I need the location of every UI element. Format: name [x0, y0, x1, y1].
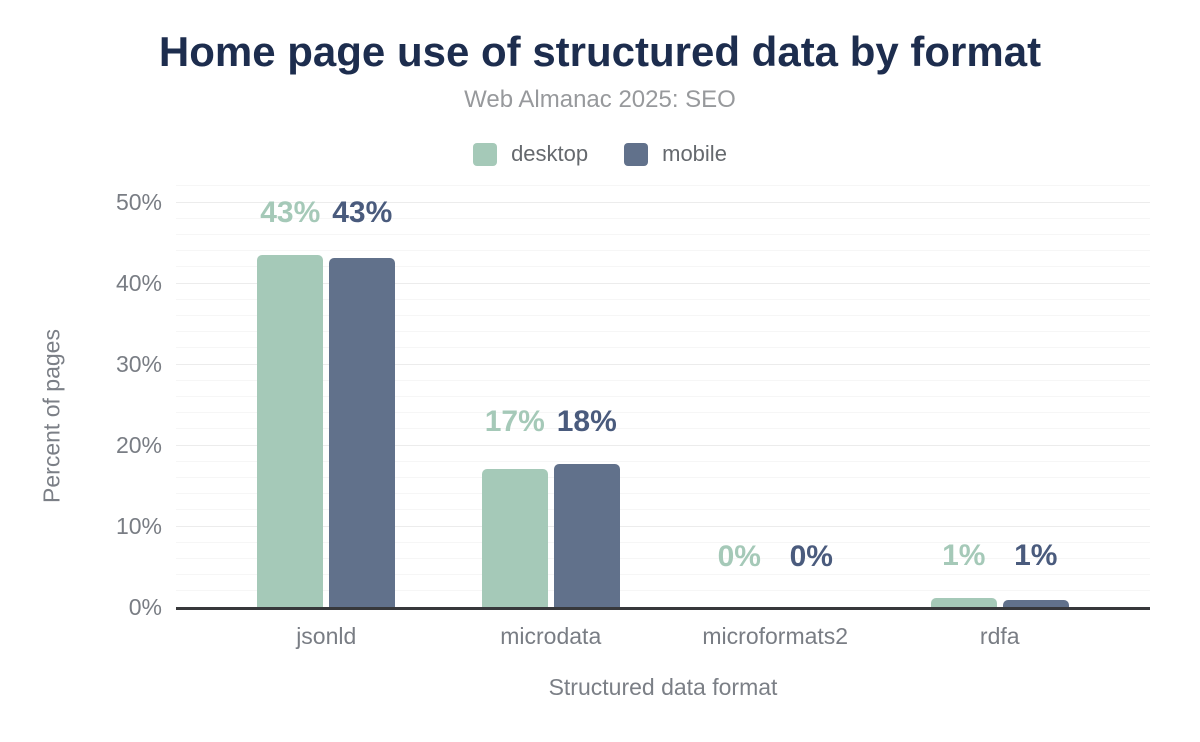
value-label-jsonld-mobile: 43%	[332, 195, 393, 229]
legend: desktop mobile	[0, 141, 1200, 167]
value-label-microdata-mobile: 18%	[556, 404, 617, 438]
gridline	[176, 525, 1150, 527]
bar-pair-rdfa	[930, 186, 1069, 607]
gridline	[176, 331, 1150, 333]
y-tick-label: 0%	[128, 594, 162, 620]
bar-microdata-mobile	[553, 463, 620, 607]
gridline	[176, 298, 1150, 300]
chart-title: Home page use of structured data by form…	[158, 28, 1042, 75]
category-band-jsonld: 43% 43% jsonld	[214, 186, 439, 649]
legend-swatch-mobile-icon	[624, 142, 649, 166]
y-tick-label: 10%	[115, 513, 162, 539]
gridline	[176, 412, 1150, 414]
category-band-microformats2: 0% 0% microformats2	[663, 186, 888, 650]
y-tick-label: 30%	[115, 351, 162, 377]
value-label-rdfa-desktop: 1%	[942, 539, 986, 573]
bar-rdfa-desktop	[930, 598, 997, 607]
x-tick-label-rdfa: rdfa	[979, 623, 1020, 649]
gridline	[176, 509, 1150, 511]
category-band-rdfa: 1% 1% rdfa	[888, 186, 1113, 649]
value-label-jsonld-desktop: 43%	[260, 195, 321, 229]
x-axis-line	[176, 607, 1150, 610]
gridline	[176, 460, 1150, 462]
gridline	[176, 314, 1150, 316]
gridline	[176, 363, 1150, 365]
legend-swatch-desktop-icon	[473, 142, 498, 166]
value-labels-jsonld: 43% 43%	[257, 195, 395, 229]
value-label-microformats2-mobile: 0%	[789, 540, 833, 573]
value-label-microdata-desktop: 17%	[484, 404, 545, 438]
gridline	[176, 557, 1150, 559]
x-tick-label-microdata: microdata	[500, 623, 602, 649]
legend-label-mobile: mobile	[662, 141, 727, 166]
bar-rdfa-mobile	[1002, 599, 1069, 607]
gridline	[176, 476, 1150, 478]
gridline	[176, 428, 1150, 430]
gridline	[176, 493, 1150, 495]
bar-pair-jsonld	[257, 186, 396, 607]
gridline	[176, 217, 1150, 219]
chart-subtitle: Web Almanac 2025: SEO	[464, 86, 736, 113]
gridline	[176, 379, 1150, 381]
value-label-rdfa-mobile: 1%	[1014, 539, 1058, 573]
category-band-microdata: 17% 18% microdata	[439, 186, 664, 649]
value-labels-microformats2: 0% 0%	[706, 541, 844, 573]
bar-microdata-desktop	[481, 469, 548, 607]
bar-jsonld-desktop	[257, 254, 324, 607]
x-tick-label-microformats2: microformats2	[702, 623, 849, 649]
y-tick-label: 20%	[115, 432, 162, 458]
value-labels-rdfa: 1% 1%	[931, 540, 1069, 572]
bar-jsonld-mobile	[329, 257, 396, 607]
gridline	[176, 282, 1150, 284]
x-axis-title: Structured data format	[548, 674, 778, 700]
gridline	[176, 347, 1150, 349]
y-tick-label: 50%	[115, 189, 162, 215]
gridline	[176, 266, 1150, 268]
legend-item-mobile: mobile	[624, 141, 727, 167]
y-tick-label: 40%	[115, 270, 162, 296]
legend-item-desktop: desktop	[473, 141, 588, 167]
gridline	[176, 201, 1150, 203]
gridline	[176, 395, 1150, 397]
gridline	[176, 541, 1150, 543]
gridline	[176, 444, 1150, 446]
gridline	[176, 185, 1150, 187]
gridline	[176, 590, 1150, 592]
gridline	[176, 574, 1150, 576]
x-tick-label-jsonld: jsonld	[296, 623, 357, 649]
gridline	[176, 250, 1150, 252]
plot-bands: 43% 43% jsonld 17% 18% microdata 0% 0% microform…	[214, 186, 1113, 650]
value-label-microformats2-desktop: 0%	[717, 540, 761, 573]
plot-area: 0% 10% 20% 30% 40% 50% 43% 43% jsonld 17% 18% micr…	[116, 185, 1150, 650]
gridline	[176, 233, 1150, 235]
bar-pair-microdata	[481, 186, 620, 607]
legend-label-desktop: desktop	[511, 141, 589, 166]
gridlines	[176, 185, 1150, 607]
y-axis-title: Percent of pages	[38, 329, 65, 503]
value-labels-microdata: 17% 18%	[482, 404, 620, 438]
